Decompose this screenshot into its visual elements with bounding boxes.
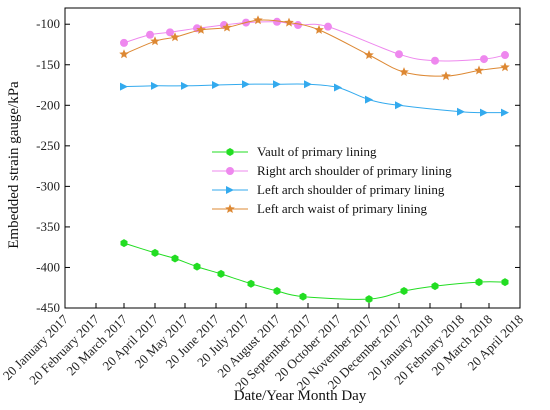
data-point [475,278,483,287]
data-point [304,80,312,89]
data-point [273,17,281,26]
y-tick-label: -100 [36,16,60,31]
data-point [146,30,154,39]
y-tick-label: -350 [36,219,60,234]
data-point [120,239,128,248]
data-point [196,24,206,34]
data-point [395,50,403,59]
y-tick-label: -300 [36,178,60,193]
legend-marker [226,167,234,175]
legend: Vault of primary lining Right arch should… [212,144,452,216]
data-point [193,262,201,271]
data-point [222,22,232,32]
data-point [170,32,180,42]
y-tick-label: -200 [36,97,60,112]
data-point [400,287,408,295]
data-point [324,22,332,31]
data-point [273,287,281,295]
data-point [431,56,439,65]
series-line [123,242,506,300]
series-line [123,21,506,62]
data-point [181,81,189,90]
data-point [273,80,281,89]
data-point [299,292,307,301]
data-point [501,108,509,117]
data-point [365,95,373,104]
y-tick-label: -450 [36,300,60,315]
y-tick-label: -250 [36,138,60,153]
data-point [500,62,510,72]
data-point [431,282,439,291]
data-point [212,81,220,90]
data-point [364,50,374,60]
legend-label: Left arch waist of primary lining [257,201,428,216]
data-point [217,269,225,278]
data-point [247,279,255,288]
data-point [294,21,302,30]
legend-marker [225,204,235,213]
data-point [501,278,509,287]
series-2 [120,80,509,117]
data-point [120,38,128,47]
data-point [253,15,263,25]
series-0 [120,239,509,304]
data-point [365,295,373,304]
data-point [120,82,128,91]
data-point [501,51,509,60]
series-layer [119,15,510,304]
data-point [441,71,451,81]
y-tick-label: -400 [36,259,60,274]
data-point [480,55,488,64]
legend-marker [226,186,234,194]
legend-label: Right arch shoulder of primary lining [257,163,452,178]
data-point [395,101,403,110]
data-point [242,80,250,89]
data-point [399,67,409,77]
data-point [119,49,129,59]
plot-frame [64,7,521,309]
legend-label: Vault of primary lining [257,144,377,159]
data-point [166,28,174,37]
y-axis: -100 -150 -200 -250 -300 -350 -400 -450 [36,16,520,315]
series-3 [119,15,510,81]
data-point [151,81,159,90]
data-point [284,17,294,27]
data-point [480,108,488,117]
data-point [474,65,484,75]
data-point [150,36,160,46]
data-point [314,24,324,34]
data-point [457,107,465,116]
legend-marker [226,148,234,156]
y-axis-title: Embedded strain gauge/kPa [6,81,22,249]
data-point [171,254,179,263]
legend-label: Left arch shoulder of primary lining [257,182,445,197]
y-tick-label: -150 [36,57,60,72]
data-point [151,248,159,257]
plot-border [64,7,521,309]
x-axis-title: Date/Year Month Day [234,388,367,404]
data-point [334,83,342,92]
series-1 [120,17,509,65]
